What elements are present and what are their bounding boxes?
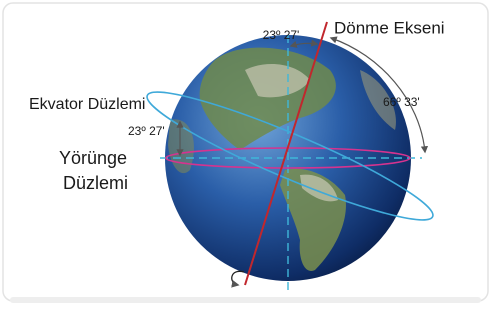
equator-plane-label: Ekvator Düzlemi [29, 96, 145, 113]
card-shadow [10, 297, 481, 303]
orbit-plane-label: Düzlemi [63, 173, 128, 193]
complement-angle-label: 66º 33' [383, 95, 420, 109]
axis-angle-label: 23º 27' [263, 28, 300, 42]
orbit-plane-label: Yörünge [59, 148, 127, 168]
rotation-axis-label: Dönme Ekseni [334, 18, 445, 37]
orbit-angle-label: 23º 27' [128, 124, 165, 138]
diagram: 23º 27' Dönme Ekseni Ekvator Düzlemi 66º… [0, 0, 491, 307]
